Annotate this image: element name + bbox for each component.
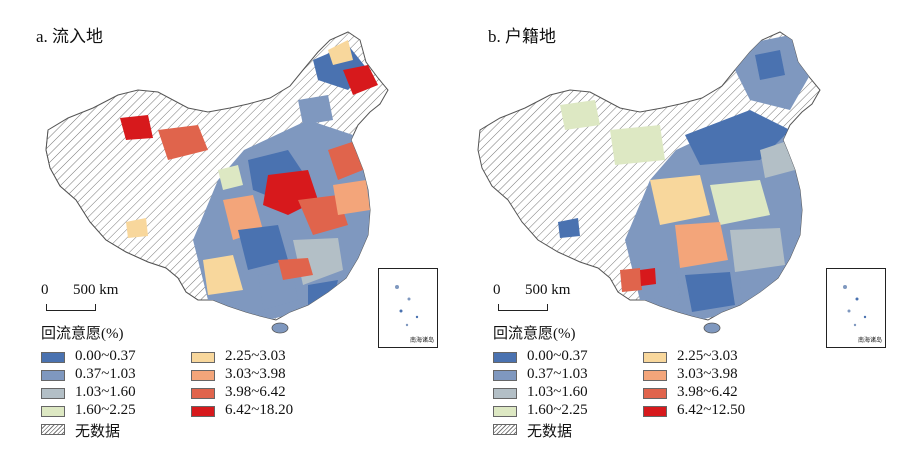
hatch-swatch <box>41 424 65 435</box>
legend-title: 回流意愿(%) <box>493 326 576 342</box>
legend-swatch <box>191 370 215 381</box>
map-panel-household-registration: b. 户籍地 0 500 km 南海诸岛 回流意愿(%) 0.00~0.37 0… <box>460 0 900 459</box>
legend-swatch <box>493 406 517 417</box>
hatch-swatch <box>493 424 517 435</box>
legend-swatch <box>493 370 517 381</box>
legend-swatch <box>191 352 215 363</box>
legend-swatch <box>41 352 65 363</box>
china-map-inflow <box>45 31 389 334</box>
inset-label: 南海诸岛 <box>409 337 434 344</box>
china-map-household <box>477 31 821 334</box>
legend-swatch <box>643 388 667 399</box>
south-china-sea-inset: 南海诸岛 <box>826 268 886 348</box>
legend-swatch <box>643 370 667 381</box>
inset-islands <box>395 285 419 327</box>
legend-swatch <box>191 406 215 417</box>
scale-line <box>46 304 96 311</box>
scale-line <box>498 304 548 311</box>
south-china-sea-inset: 南海诸岛 <box>378 268 438 348</box>
scale-distance: 500 km <box>73 282 119 298</box>
legend-swatch <box>643 406 667 417</box>
legend-swatch <box>41 406 65 417</box>
inset-label: 南海诸岛 <box>857 337 882 344</box>
legend-swatch <box>191 388 215 399</box>
hainan-island <box>703 322 721 334</box>
panel-title: b. 户籍地 <box>488 27 556 46</box>
legend-swatch <box>41 388 65 399</box>
scale-distance: 500 km <box>525 282 571 298</box>
scale-zero: 0 <box>493 282 501 298</box>
legend-swatch <box>493 352 517 363</box>
legend-swatch <box>643 352 667 363</box>
map-panel-inflow: a. 流入地 0 500 km 南海诸岛 回流意愿(%) 0.00~0.37 0… <box>8 0 448 459</box>
legend-title: 回流意愿(%) <box>41 326 124 342</box>
panel-title: a. 流入地 <box>36 27 104 46</box>
choropleth-regions <box>558 35 810 320</box>
hainan-island <box>271 322 289 334</box>
choropleth-regions <box>120 40 378 320</box>
scale-zero: 0 <box>41 282 49 298</box>
legend-swatch <box>41 370 65 381</box>
legend-swatch <box>493 388 517 399</box>
inset-islands <box>843 285 867 327</box>
